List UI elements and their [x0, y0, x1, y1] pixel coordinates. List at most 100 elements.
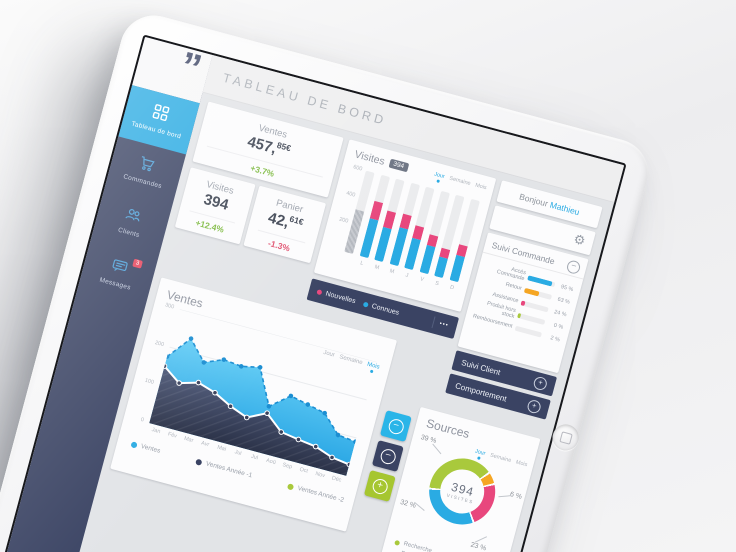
suivi-commande-card: Suivi Commande − Accès Commande 95 % Retou…	[457, 232, 589, 374]
x-tick: Mar	[183, 435, 195, 445]
x-tick: M	[388, 268, 395, 276]
y-tick: 0	[139, 416, 145, 424]
data-point	[212, 389, 218, 396]
data-point	[201, 360, 207, 365]
bar-segment-connues	[374, 226, 392, 263]
legend-item[interactable]: Ventes Année -2	[287, 482, 345, 504]
callout-23: 23 %	[469, 541, 487, 552]
messages-badge: 3	[131, 258, 143, 269]
toggle-option-mois[interactable]: Mois	[515, 459, 528, 469]
plus-icon: +	[370, 476, 389, 496]
bar-segment-connues	[434, 256, 449, 279]
data-point	[264, 410, 270, 416]
suivi-value: 2 %	[549, 334, 561, 343]
more-options-button[interactable]: •••	[438, 320, 450, 330]
bar-segment-connues	[449, 254, 465, 283]
y-tick: 200	[154, 339, 165, 349]
expand-green-button[interactable]: +	[363, 470, 396, 502]
data-point	[238, 364, 244, 369]
messages-icon	[109, 257, 130, 281]
toggle-nouvelles[interactable]: Nouvelles	[324, 290, 357, 305]
connues-dot-icon[interactable]	[362, 301, 369, 308]
data-point	[227, 403, 234, 410]
gear-icon[interactable]: ⚙	[571, 230, 588, 249]
x-tick: Déc	[330, 475, 343, 484]
collapse-button[interactable]: −	[565, 259, 582, 276]
data-point	[312, 443, 319, 450]
legend-dot-icon	[195, 458, 203, 466]
data-point	[188, 336, 194, 341]
data-point	[161, 363, 168, 369]
data-point	[195, 379, 202, 386]
y-tick: 400	[345, 190, 356, 199]
divider	[431, 316, 436, 329]
sidebar-item-messages[interactable]: 3 Messages	[77, 239, 158, 308]
x-tick: Oct	[298, 466, 309, 475]
toggle-option-semaine[interactable]: Semaine	[448, 175, 472, 187]
callout-line	[432, 443, 442, 455]
kpi-card-visites: Visites 394 +12.4%	[174, 167, 256, 245]
data-point	[278, 429, 285, 435]
x-tick: Avr	[200, 440, 210, 449]
legend-item[interactable]: Ventes	[130, 440, 161, 455]
dashboard-screen: ” Tableau de bord	[0, 34, 627, 552]
suivi-value: 95 %	[560, 283, 574, 293]
suivi-bar-fill	[514, 325, 516, 331]
y-tick: 600	[352, 164, 363, 173]
data-point	[305, 402, 311, 407]
ipad-device: ” Tableau de bord	[0, 8, 656, 552]
data-point	[295, 436, 302, 443]
x-tick: S	[434, 280, 440, 288]
bar-segment-connues	[404, 237, 422, 271]
toggle-option-jour[interactable]: Jour	[432, 172, 445, 184]
dashboard-grid-icon	[150, 103, 171, 127]
suivi-bar-fill	[517, 312, 522, 319]
kpi-card-panier: Panier 42,61€ -1.3%	[243, 185, 327, 264]
data-point	[329, 454, 335, 461]
data-point	[288, 393, 294, 399]
data-point	[221, 357, 227, 362]
toggle-connues[interactable]: Connues	[371, 302, 400, 317]
suivi-bar-fill	[520, 300, 526, 307]
expand-button[interactable]: +	[526, 398, 543, 415]
panel-label: Comportement	[454, 380, 508, 404]
legend-item[interactable]: Ventes Année -1	[195, 458, 253, 479]
nouvelles-dot-icon[interactable]	[316, 288, 323, 295]
y-tick: 200	[338, 216, 349, 225]
x-tick: Fév	[167, 431, 178, 440]
minus-icon: −	[386, 416, 406, 436]
clients-icon	[122, 205, 143, 229]
sidebar-item-clients[interactable]: Clients	[91, 188, 172, 257]
suivi-value: 24 %	[553, 308, 568, 318]
x-tick: Jan	[150, 427, 161, 436]
suivi-value: 0 %	[553, 322, 564, 331]
data-point	[257, 365, 263, 370]
legend-dot-icon	[130, 440, 138, 449]
toggle-option-semaine[interactable]: Semaine	[489, 452, 512, 464]
sidebar-item-tableau-de-bord[interactable]: Tableau de bord	[118, 85, 200, 155]
sidebar-item-label: Commandes	[122, 173, 163, 191]
tooltip-badge: 394	[388, 158, 409, 173]
toggle-option-jour[interactable]: Jour	[473, 448, 486, 460]
data-point	[176, 380, 182, 386]
x-tick: Aoû	[265, 457, 277, 467]
x-tick	[342, 256, 352, 264]
collapse-navy-button[interactable]: −	[371, 440, 404, 472]
bar-segment-connues	[419, 245, 436, 275]
collapse-blue-button[interactable]: −	[379, 410, 412, 442]
user-name: Mathieu	[548, 199, 581, 218]
x-tick: D	[449, 284, 455, 292]
toggle-option-mois[interactable]: Mois	[474, 182, 488, 192]
data-point	[243, 414, 250, 421]
cart-icon	[136, 154, 157, 178]
data-point	[322, 410, 327, 416]
x-tick: Sep	[281, 462, 293, 471]
suivi-value: 63 %	[556, 296, 571, 306]
y-tick: 100	[144, 377, 155, 386]
expand-button[interactable]: +	[532, 375, 549, 391]
x-tick: V	[419, 276, 425, 284]
sidebar-item-label: Messages	[98, 276, 132, 292]
sidebar-item-commandes[interactable]: Commandes	[105, 136, 186, 205]
suivi-bar-fill	[523, 287, 540, 297]
bar-segment-connues	[389, 227, 408, 267]
